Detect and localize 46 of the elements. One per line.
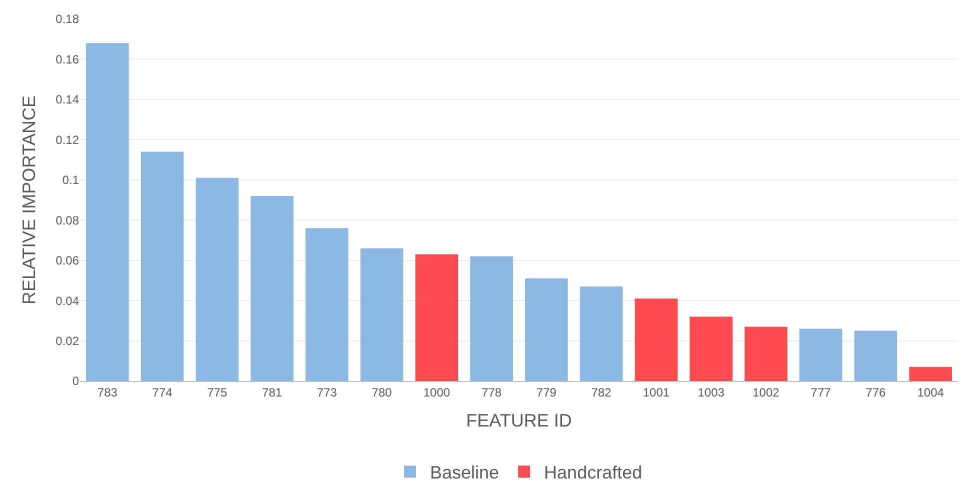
bar — [196, 178, 239, 381]
x-tick-label: 779 — [536, 385, 557, 400]
x-tick-label: 777 — [810, 385, 832, 400]
bar — [470, 256, 513, 381]
x-tick-label: 773 — [316, 385, 338, 400]
legend-label: Handcrafted — [544, 462, 642, 483]
y-tick-label: 0.02 — [56, 334, 80, 348]
y-axis-title: RELATIVE IMPORTANCE — [18, 95, 39, 305]
bar — [854, 330, 898, 381]
x-tick-label: 775 — [207, 385, 228, 400]
x-tick-label: 776 — [866, 385, 886, 400]
x-tick-label: 1004 — [917, 385, 944, 400]
y-tick-label: 0.14 — [56, 92, 80, 107]
bar — [634, 298, 678, 381]
y-tick-label: 0.1 — [62, 173, 80, 188]
bar — [360, 248, 404, 381]
x-tick-label: 778 — [482, 385, 502, 400]
x-tick-label: 783 — [97, 385, 118, 400]
bar — [415, 254, 458, 381]
bar — [86, 43, 129, 381]
bar — [909, 366, 952, 381]
x-axis-title: FEATURE ID — [466, 410, 572, 430]
y-tick-label: 0.04 — [56, 294, 80, 308]
legend-label: Baseline — [430, 462, 500, 483]
x-tick-label: 1002 — [752, 385, 780, 400]
bar — [525, 278, 568, 381]
x-tick-label: 1001 — [642, 385, 670, 400]
x-tick-label: 1000 — [423, 385, 450, 400]
y-tick-label: 0.16 — [56, 52, 80, 66]
bar — [799, 328, 842, 381]
bar — [690, 316, 732, 381]
bar — [306, 228, 348, 381]
bar — [580, 286, 623, 381]
x-tick-label: 781 — [262, 385, 282, 400]
y-tick-label: 0.18 — [56, 12, 80, 26]
y-tick-label: 0.06 — [56, 254, 80, 268]
y-tick-label: 0 — [72, 374, 80, 388]
bar — [140, 152, 184, 381]
bar — [744, 326, 788, 381]
x-tick-label: 774 — [152, 385, 173, 400]
y-tick-label: 0.08 — [56, 213, 80, 228]
y-tick-label: 0.12 — [56, 132, 80, 147]
x-tick-label: 780 — [372, 385, 392, 400]
x-tick-label: 1003 — [698, 385, 725, 400]
x-tick-label: 782 — [591, 385, 612, 400]
bar — [250, 196, 294, 381]
